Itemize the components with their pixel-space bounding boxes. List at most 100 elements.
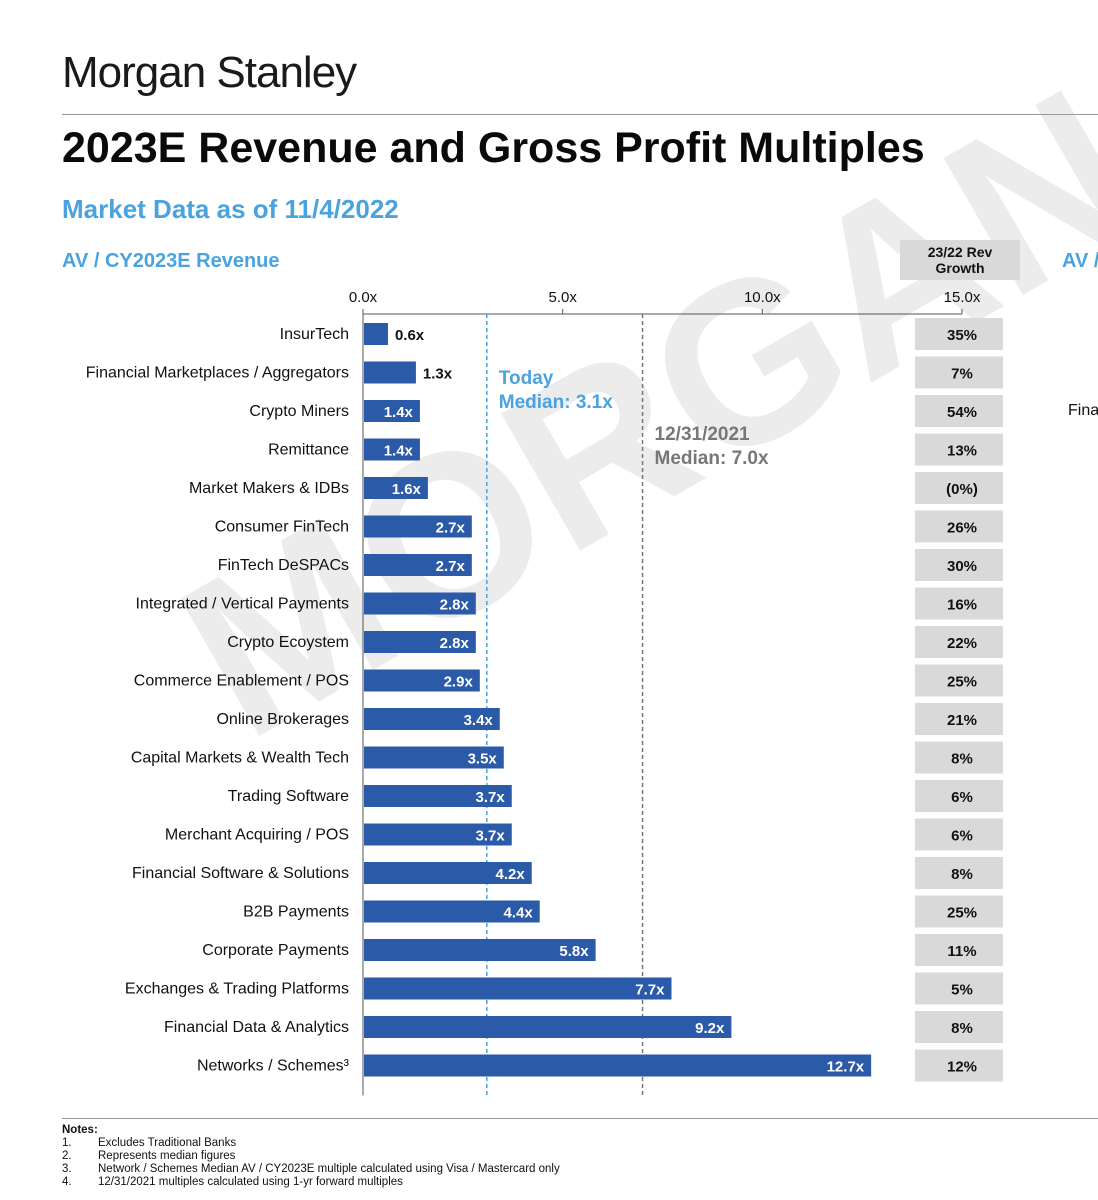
category-label: Capital Markets & Wealth Tech <box>131 750 349 767</box>
bar-value-label: 5.8x <box>559 943 589 960</box>
category-label: Consumer FinTech <box>215 519 349 536</box>
bar-value-label: 2.8x <box>440 635 470 652</box>
bar <box>364 323 388 345</box>
bar <box>364 361 416 384</box>
bar <box>364 977 672 1000</box>
growth-value: 54% <box>947 404 977 421</box>
category-label: Integrated / Vertical Payments <box>136 596 349 613</box>
growth-value: 25% <box>947 674 977 691</box>
bar-chart: 0.0x 5.0x 10.0x 15.0x Today Median: 3.1x 12/31… <box>86 289 1003 1096</box>
category-label: Exchanges & Trading Platforms <box>125 981 349 998</box>
bar-value-label: 7.7x <box>635 982 665 999</box>
bar <box>364 438 420 461</box>
median-label-line2: Median: 3.1x <box>499 392 613 413</box>
notes-section: Notes: 1. Excludes Traditional Banks 2. Rep… <box>62 1124 560 1189</box>
growth-cell <box>915 780 1003 812</box>
bar <box>364 1054 872 1077</box>
growth-cell <box>915 1011 1003 1043</box>
notes-list: 1. Excludes Traditional Banks 2. Represents… <box>62 1137 560 1189</box>
growth-value: 35% <box>947 327 977 344</box>
bar-value-label: 2.7x <box>436 520 466 537</box>
x-tick-label: 10.0x <box>744 289 781 306</box>
growth-value: 7% <box>951 366 973 383</box>
category-label: Networks / Schemes³ <box>197 1058 350 1075</box>
bar <box>364 477 428 499</box>
note-text: Excludes Traditional Banks <box>98 1137 237 1149</box>
category-label: Commerce Enablement / POS <box>134 673 349 690</box>
bar <box>364 746 504 769</box>
growth-cell <box>915 703 1003 735</box>
bar <box>364 554 472 576</box>
growth-value: 8% <box>951 1020 973 1037</box>
bar <box>364 862 532 884</box>
chart-section-label: AV / CY2023E Revenue <box>62 250 280 272</box>
bar <box>364 631 476 653</box>
growth-cell <box>915 395 1003 427</box>
note-item: 2. Represents median figures <box>62 1150 560 1163</box>
note-number: 3. <box>62 1163 72 1175</box>
chart-section-label-cutoff: AV / <box>1062 250 1098 272</box>
note-number: 2. <box>62 1150 72 1162</box>
bar-value-label: 4.4x <box>504 905 534 922</box>
bar-value-label: 2.7x <box>436 558 466 575</box>
growth-cell <box>915 472 1003 504</box>
category-label: B2B Payments <box>243 904 349 921</box>
company-logo: Morgan Stanley <box>62 48 357 97</box>
note-item: 1. Excludes Traditional Banks <box>62 1137 560 1150</box>
note-item: 3. Network / Schemes Median AV / CY2023E … <box>62 1163 560 1176</box>
bar <box>364 400 420 422</box>
bar <box>364 708 500 730</box>
growth-value: 6% <box>951 828 973 845</box>
median-label-line1: 12/31/2021 <box>655 424 751 445</box>
bar-value-label: 1.6x <box>392 481 422 498</box>
growth-cell <box>915 972 1003 1005</box>
note-text: 12/31/2021 multiples calculated using 1-… <box>98 1176 403 1188</box>
growth-cell <box>915 318 1003 350</box>
notes-title: Notes: <box>62 1124 98 1136</box>
category-label: Merchant Acquiring / POS <box>165 827 349 844</box>
category-label: Online Brokerages <box>216 711 349 728</box>
note-item: 4. 12/31/2021 multiples calculated using … <box>62 1176 560 1189</box>
cutoff-category-label: Fina <box>1068 402 1098 419</box>
page-title: 2023E Revenue and Gross Profit Multiples <box>62 124 925 172</box>
growth-value: (0%) <box>946 481 978 498</box>
bar <box>364 592 476 615</box>
bar-value-label: 3.4x <box>464 712 494 729</box>
footer-divider <box>62 1118 1098 1119</box>
growth-value: 26% <box>947 520 977 537</box>
page-subtitle: Market Data as of 11/4/2022 <box>62 194 399 224</box>
category-label: Financial Software & Solutions <box>132 865 349 882</box>
bar <box>364 515 472 538</box>
growth-header-line2: Growth <box>935 260 985 276</box>
growth-cell <box>915 356 1003 389</box>
bar <box>364 669 480 692</box>
growth-value: 5% <box>951 982 973 999</box>
bar <box>364 785 512 807</box>
category-label: Crypto Ecoystem <box>227 634 349 651</box>
growth-header-line1: 23/22 Rev <box>927 244 993 260</box>
bar-value-label: 1.4x <box>384 404 414 421</box>
x-tick-label: 0.0x <box>349 289 378 306</box>
bar <box>364 900 540 923</box>
category-label: Crypto Miners <box>249 403 349 420</box>
growth-cell <box>915 549 1003 581</box>
growth-value: 21% <box>947 712 977 729</box>
bar-value-label: 3.5x <box>468 751 498 768</box>
note-text: Network / Schemes Median AV / CY2023E mu… <box>98 1163 560 1175</box>
growth-value: 16% <box>947 597 977 614</box>
category-label: FinTech DeSPACs <box>218 557 349 574</box>
growth-cell <box>915 626 1003 658</box>
note-number: 4. <box>62 1176 72 1188</box>
growth-value: 8% <box>951 866 973 883</box>
growth-cell <box>915 741 1003 774</box>
growth-cell <box>915 818 1003 851</box>
median-label-line2: Median: 7.0x <box>655 448 769 469</box>
growth-value: 11% <box>947 943 976 960</box>
bar-value-label: 0.6x <box>395 327 425 344</box>
bar <box>364 823 512 846</box>
bar <box>364 1016 732 1038</box>
category-label: Trading Software <box>228 788 349 805</box>
header-divider <box>62 114 1098 115</box>
growth-cell <box>915 857 1003 889</box>
growth-cell <box>915 664 1003 697</box>
